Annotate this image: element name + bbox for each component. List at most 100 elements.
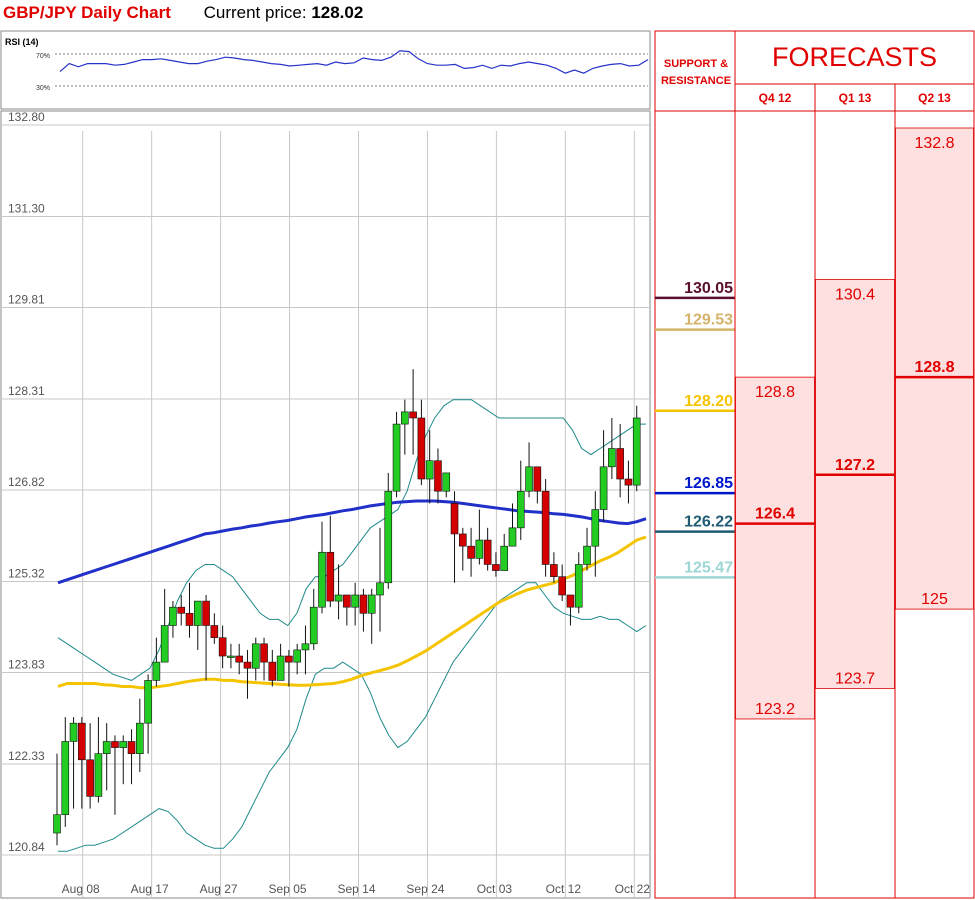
candle-body <box>516 490 525 529</box>
candle-body <box>417 417 426 480</box>
forecast-low-label: 123.2 <box>755 701 795 718</box>
candle-body <box>111 741 119 748</box>
y-tick-label: 122.33 <box>8 749 45 763</box>
candle-body <box>160 625 169 663</box>
forecast-mid-label: 127.2 <box>835 457 875 474</box>
candle-body <box>467 545 475 559</box>
forecast-column-name: Q1 13 <box>839 91 872 105</box>
candle-body <box>583 545 591 565</box>
candle-body <box>94 753 103 797</box>
y-tick-label: 123.83 <box>8 658 45 672</box>
candle-body <box>218 637 227 657</box>
candle-body <box>144 680 152 724</box>
x-tick-label: Aug 17 <box>131 882 169 896</box>
candle-body <box>508 527 517 547</box>
candle-body <box>276 655 285 681</box>
candle-body <box>384 490 393 584</box>
candle-body <box>425 460 434 480</box>
candle-body <box>616 448 624 480</box>
x-tick-label: Sep 14 <box>337 882 375 896</box>
candle-body <box>442 472 451 492</box>
candle-body <box>193 600 202 626</box>
candle-body <box>152 661 161 681</box>
moving-average-50 <box>57 535 647 690</box>
candle-body <box>251 643 260 669</box>
candle-body <box>343 594 351 608</box>
sr-header-line1: SUPPORT & <box>664 58 728 70</box>
forecast-column-name: Q2 13 <box>918 91 951 105</box>
price-value: 128.02 <box>311 3 364 22</box>
candle-body <box>177 606 186 614</box>
sr-level-label: 130.05 <box>684 280 733 297</box>
candle-body <box>169 606 177 626</box>
candle-body <box>533 466 542 492</box>
rsi-line <box>59 50 649 74</box>
candle-body <box>359 594 368 614</box>
sr-level-label: 128.20 <box>684 393 733 410</box>
x-tick-label: Sep 05 <box>269 882 307 896</box>
candle-body <box>301 643 310 651</box>
candle-body <box>367 594 376 614</box>
candle-body <box>475 539 484 559</box>
forecast-high-label: 130.4 <box>835 286 875 303</box>
forecast-high-label: 128.8 <box>755 384 795 401</box>
candle-body <box>285 655 293 663</box>
candle-body <box>61 741 70 816</box>
chart-title: GBP/JPY Daily Chart <box>3 3 171 22</box>
forecast-range-band <box>895 127 974 610</box>
rsi-label: RSI (14) <box>5 37 39 47</box>
x-tick-label: Sep 24 <box>406 882 444 896</box>
candle-body <box>550 564 558 577</box>
sr-level-label: 129.53 <box>684 312 733 329</box>
forecast-range-band <box>815 279 895 689</box>
y-tick-label: 128.31 <box>8 384 45 398</box>
candle-body <box>86 759 94 797</box>
forecast-mid-label: 126.4 <box>755 506 795 523</box>
candle-body <box>450 503 459 535</box>
candle-body <box>632 417 641 486</box>
x-tick-label: Oct 22 <box>615 882 651 896</box>
candle-body <box>136 722 144 754</box>
candle-body <box>401 411 409 425</box>
candle-body <box>574 564 583 608</box>
forecast-high-label: 132.8 <box>914 135 954 152</box>
x-tick-label: Aug 08 <box>62 882 100 896</box>
candle-body <box>127 741 136 754</box>
candle-body <box>500 545 509 571</box>
candle-body <box>376 582 384 596</box>
candle-body <box>326 551 335 602</box>
y-tick-label: 131.30 <box>8 202 45 216</box>
rsi-panel <box>0 30 651 110</box>
candle-body <box>434 460 442 492</box>
candle-body <box>525 466 533 492</box>
bollinger-lower <box>58 582 647 852</box>
candle-body <box>235 655 243 663</box>
x-tick-label: Oct 03 <box>477 882 513 896</box>
forecast-title: FORECASTS <box>772 42 937 72</box>
sr-level-label: 125.47 <box>684 559 733 576</box>
candle-body <box>608 448 616 468</box>
candle-body <box>599 466 608 510</box>
y-tick-label: 120.84 <box>8 840 45 854</box>
candle-body <box>409 411 417 419</box>
candle-body <box>591 509 600 547</box>
chart-header: GBP/JPY Daily Chart Current price: 128.0… <box>3 3 363 23</box>
candle-body <box>78 722 86 761</box>
price-label: Current price: <box>203 3 307 22</box>
candle-body <box>185 612 194 626</box>
sr-level-label: 126.85 <box>684 475 733 492</box>
forecast-mid-label: 128.8 <box>914 359 954 376</box>
candle-body <box>202 600 210 626</box>
candle-body <box>119 741 128 748</box>
candle-body <box>351 594 359 608</box>
candle-body <box>268 661 277 681</box>
forecast-column-name: Q4 12 <box>759 91 792 105</box>
forecast-low-label: 123.7 <box>835 670 875 687</box>
y-tick-label: 129.81 <box>8 293 45 307</box>
y-tick-label: 132.80 <box>8 110 45 124</box>
forecast-low-label: 125 <box>921 591 948 608</box>
y-tick-label: 126.82 <box>8 475 45 489</box>
candle-body <box>293 649 301 663</box>
y-tick-label: 125.32 <box>8 567 45 581</box>
candle-body <box>566 594 575 608</box>
